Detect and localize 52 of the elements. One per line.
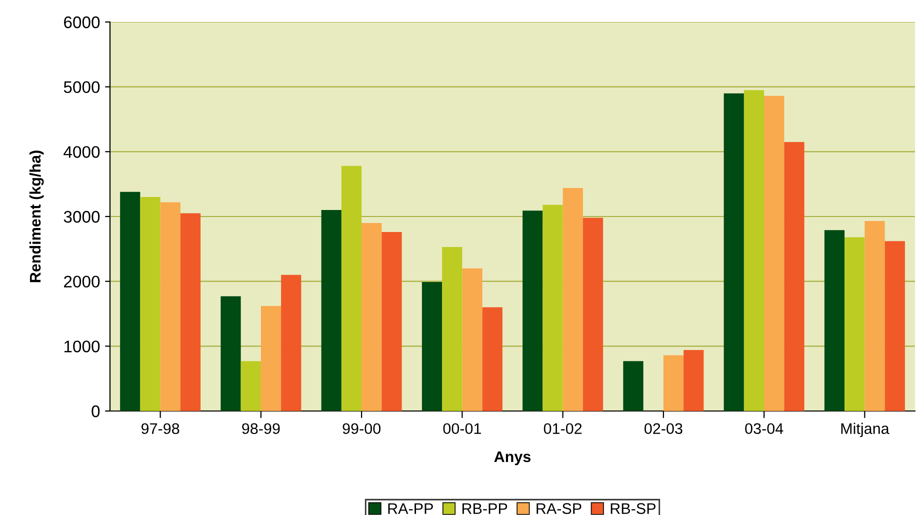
bar xyxy=(382,232,402,411)
bar xyxy=(542,204,563,411)
bar xyxy=(724,93,744,411)
bar xyxy=(744,90,764,411)
bar xyxy=(844,237,865,411)
bar xyxy=(260,306,282,411)
legend-label: RA-SP xyxy=(536,503,582,514)
bar xyxy=(482,307,502,411)
bar xyxy=(462,268,482,411)
x-tick-label: 03-04 xyxy=(745,423,784,434)
bar xyxy=(582,218,604,411)
bar xyxy=(160,202,180,411)
bar xyxy=(120,192,140,411)
y-tick-label: 6000 xyxy=(64,16,100,28)
bar xyxy=(884,241,905,411)
x-tick-label: Mitjana xyxy=(841,422,890,438)
x-tick-label: 99-00 xyxy=(342,423,381,434)
bar xyxy=(422,282,442,411)
legend-label: RB-PP xyxy=(462,503,508,514)
bar xyxy=(220,296,241,411)
bar xyxy=(341,166,362,411)
bar xyxy=(824,230,845,411)
bar xyxy=(764,96,784,411)
x-tick-label: 98-99 xyxy=(242,423,280,434)
x-tick-label: 00-01 xyxy=(443,423,481,434)
bar xyxy=(281,274,302,411)
bar xyxy=(240,361,261,411)
bar xyxy=(562,188,583,411)
x-axis-title: Anys xyxy=(494,451,531,466)
bar xyxy=(623,361,644,411)
legend-label: RB-SP xyxy=(610,503,656,514)
bar xyxy=(140,197,160,411)
bar xyxy=(663,355,684,411)
bar xyxy=(442,246,462,411)
bar xyxy=(180,213,201,411)
bar xyxy=(864,221,885,411)
y-tick-label: 3000 xyxy=(64,210,100,223)
y-tick-label: 1000 xyxy=(64,340,100,352)
y-tick-label: 4000 xyxy=(64,146,100,158)
x-tick-label: 01-02 xyxy=(544,423,582,434)
y-tick-label: 2000 xyxy=(64,276,100,288)
bar xyxy=(522,210,543,411)
bar xyxy=(684,350,704,411)
x-tick-label: 02-03 xyxy=(644,423,682,434)
y-axis-title: Rendiment (kg/ha) xyxy=(29,150,44,282)
y-tick-label: 5000 xyxy=(64,81,100,94)
bar xyxy=(321,210,342,411)
legend-label: RA-PP xyxy=(388,503,433,514)
bar xyxy=(784,142,804,411)
x-tick-label: 97-98 xyxy=(141,423,180,434)
bar xyxy=(362,222,382,411)
y-tick-label: 0 xyxy=(92,405,100,418)
